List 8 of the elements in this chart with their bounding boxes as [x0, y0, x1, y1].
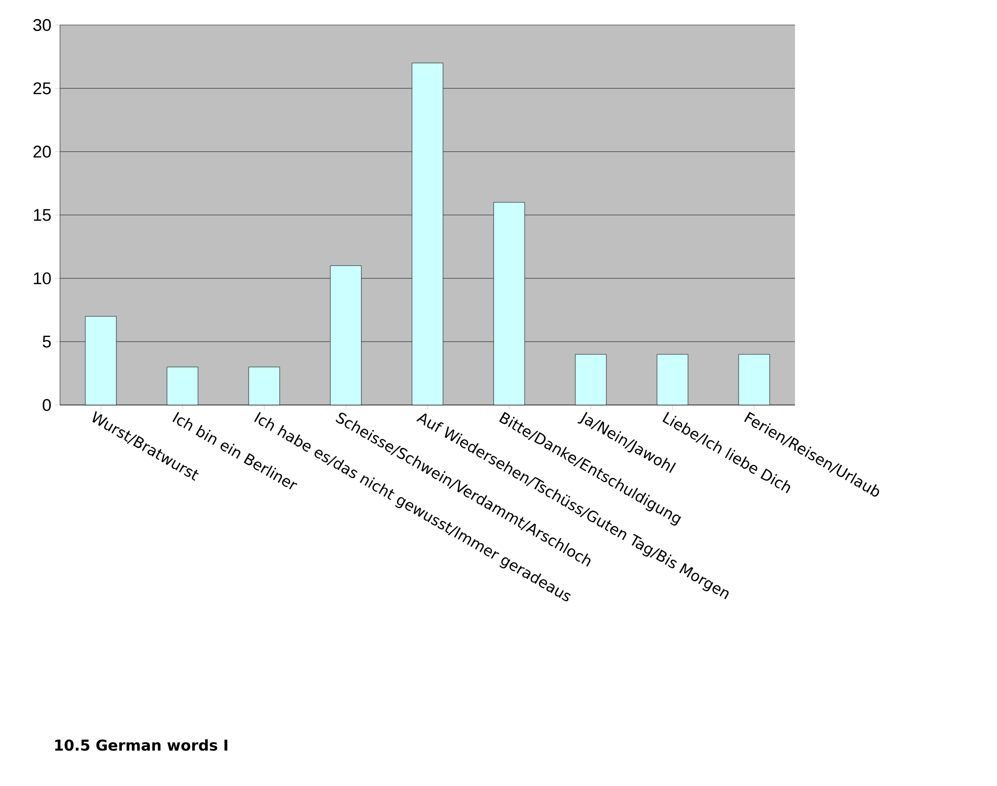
text: 10.5 German words I	[55, 739, 228, 751]
y-tick-label: 0	[42, 399, 51, 411]
y-tick-label: 10	[34, 272, 51, 284]
y-tick-label: 30	[33, 18, 51, 31]
y-tick-label: 20	[34, 146, 51, 158]
y-tick-label: 15	[34, 209, 51, 221]
y-tick-label: 25	[34, 82, 51, 94]
y-tick-label: 5	[42, 336, 51, 348]
